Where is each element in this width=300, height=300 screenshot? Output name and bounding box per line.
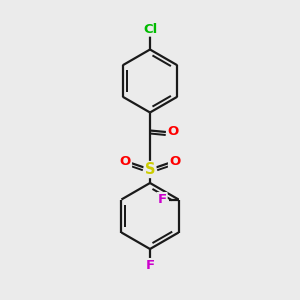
- Text: S: S: [145, 162, 155, 177]
- Text: F: F: [146, 259, 154, 272]
- Text: O: O: [120, 154, 131, 168]
- Text: O: O: [169, 154, 180, 168]
- Text: O: O: [168, 125, 179, 139]
- Text: F: F: [158, 193, 166, 206]
- Text: Cl: Cl: [143, 22, 157, 36]
